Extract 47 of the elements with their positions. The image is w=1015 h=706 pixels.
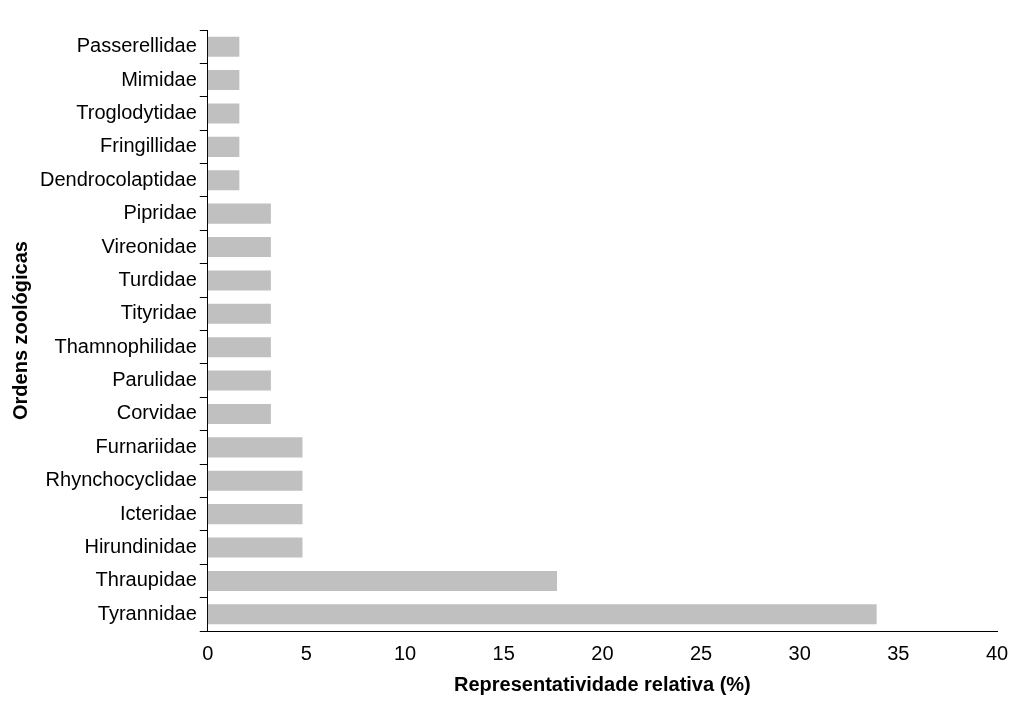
x-tick-label: 0 [202, 641, 214, 664]
y-tick-label: Dendrocolaptidae [40, 167, 197, 190]
bar [207, 237, 271, 258]
y-tick-label: Turdidae [118, 267, 197, 290]
x-tick-label: 30 [788, 641, 811, 664]
y-tick-label: Vireonidae [101, 234, 197, 257]
x-tick-label: 5 [300, 641, 312, 664]
x-axis-title: Representatividade relativa (%) [454, 672, 751, 695]
bar [207, 504, 303, 525]
x-tick-label: 20 [591, 641, 614, 664]
bar [207, 36, 240, 57]
bar [207, 370, 271, 391]
x-tick-label: 10 [393, 641, 417, 664]
bar [207, 103, 240, 124]
bar [207, 337, 271, 358]
y-tick-label: Pipridae [123, 201, 197, 224]
y-tick-label: Mimidae [121, 67, 197, 90]
bar [207, 303, 271, 324]
x-tick-label: 40 [985, 641, 1009, 664]
y-tick-label: Fringillidae [100, 134, 197, 157]
y-axis-title: Ordens zoológicas [8, 241, 31, 420]
y-tick-label: Tyrannidae [97, 601, 197, 624]
y-tick-label: Thraupidae [95, 568, 197, 591]
y-tick-label: Troglodytidae [76, 100, 197, 123]
y-tick-label: Icteridae [120, 501, 197, 524]
y-tick-label: Tityridae [120, 301, 197, 324]
bar [207, 136, 240, 157]
y-tick-label: Rhynchocyclidae [45, 468, 197, 491]
x-tick-label: 15 [492, 641, 515, 664]
bar [207, 170, 240, 191]
bar [207, 270, 271, 291]
x-tick-label: 25 [689, 641, 713, 664]
bar [207, 437, 303, 458]
y-tick-label: Furnariidae [95, 434, 197, 457]
y-tick-label: Parulidae [112, 368, 197, 391]
bar [207, 537, 303, 558]
x-tick-label: 35 [887, 641, 910, 664]
y-tick-label: Passerellidae [76, 34, 197, 57]
y-tick-label: Hirundinidae [84, 535, 197, 558]
y-tick-label: Corvidae [116, 401, 197, 424]
bar [207, 570, 558, 591]
bar [207, 70, 240, 91]
bar [207, 604, 877, 625]
bar [207, 403, 271, 424]
bar [207, 470, 303, 491]
y-tick-label: Thamnophilidae [54, 334, 197, 357]
bar [207, 203, 271, 224]
